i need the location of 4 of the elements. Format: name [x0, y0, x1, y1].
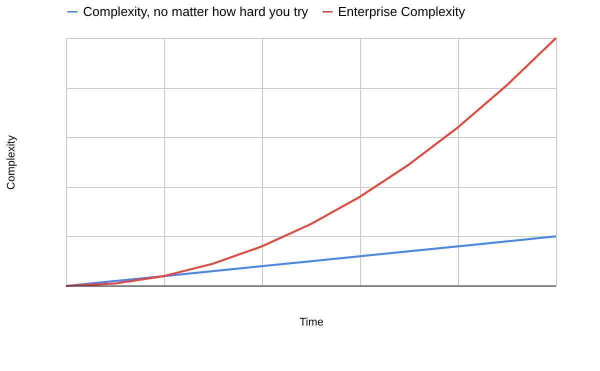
x-axis-title: Time: [299, 316, 324, 328]
y-axis-title: Complexity: [6, 134, 18, 190]
legend-label: Complexity, no matter how hard you try: [83, 4, 309, 19]
legend-label: Enterprise Complexity: [338, 4, 466, 19]
